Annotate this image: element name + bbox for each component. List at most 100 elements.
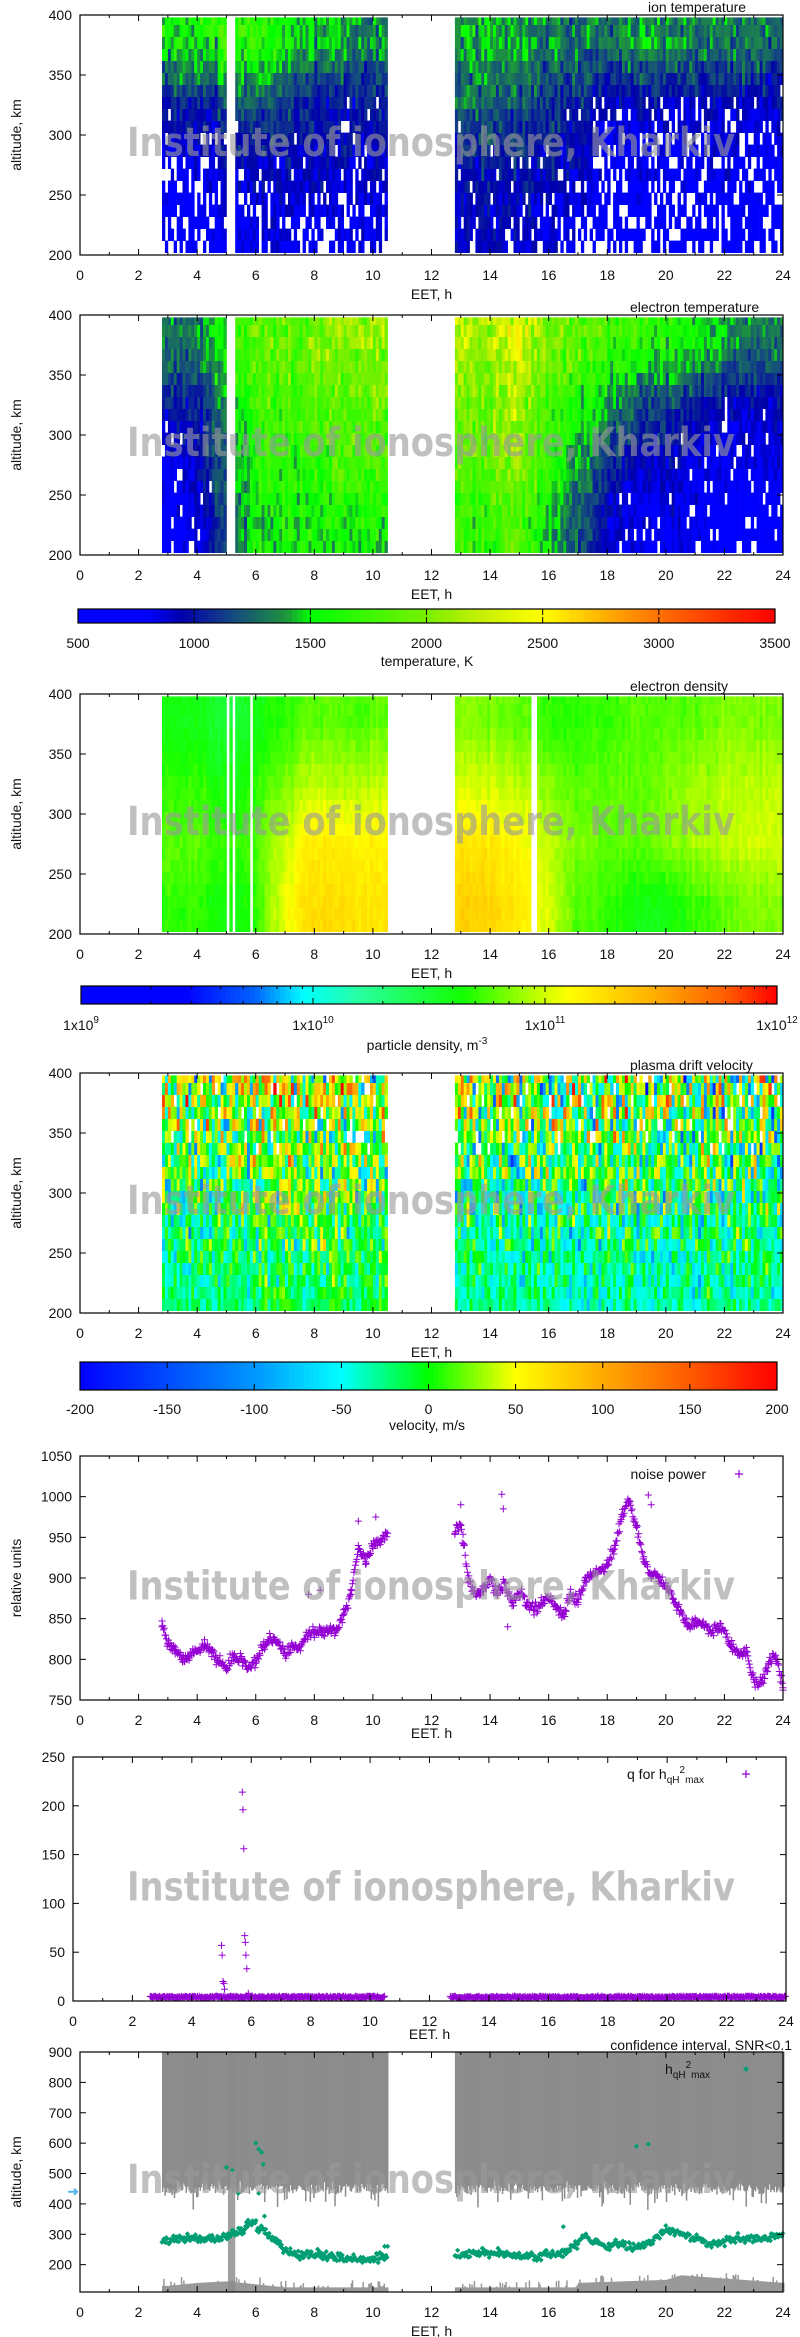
heatmap-cell: [596, 49, 599, 61]
heatmap-cell: [276, 493, 279, 505]
heatmap-cell: [566, 73, 569, 85]
heatmap-cell: [344, 85, 347, 97]
heatmap-cell: [288, 397, 291, 409]
heatmap-cell: [221, 529, 224, 541]
heatmap-cell: [259, 85, 262, 97]
heatmap-cell: [174, 97, 177, 109]
heatmap-cell: [326, 109, 329, 121]
heatmap-cell: [250, 49, 253, 61]
heatmap-cell: [763, 241, 766, 253]
heatmap-cell: [300, 361, 303, 373]
heatmap-cell: [268, 397, 271, 409]
heatmap-cell: [338, 49, 341, 61]
heatmap-cell: [300, 349, 303, 361]
heatmap-cell: [350, 373, 353, 385]
heatmap-cell: [566, 97, 569, 109]
heatmap-cell: [569, 61, 572, 73]
heatmap-cell: [300, 181, 303, 193]
heatmap-cell: [596, 85, 599, 97]
heatmap-cell: [238, 505, 241, 517]
heatmap-cell: [637, 85, 640, 97]
heatmap-cell: [320, 541, 323, 553]
heatmap-cell: [347, 325, 350, 337]
heatmap-cell: [470, 193, 473, 205]
heatmap-cell: [464, 541, 467, 553]
heatmap-cell: [215, 37, 218, 49]
heatmap-cell: [262, 73, 265, 85]
heatmap-cell: [209, 241, 212, 253]
heatmap-cell: [760, 205, 763, 217]
heatmap-cell: [648, 85, 651, 97]
heatmap-cell: [329, 385, 332, 397]
heatmap-cell: [537, 229, 540, 241]
heatmap-cell: [320, 97, 323, 109]
heatmap-cell: [645, 193, 648, 205]
heatmap-cell: [549, 109, 552, 121]
heatmap-cell: [332, 61, 335, 73]
heatmap-cell: [276, 25, 279, 37]
heatmap-cell: [247, 317, 250, 325]
heatmap-cell: [288, 85, 291, 97]
heatmap-cell: [522, 229, 525, 241]
heatmap-cell: [288, 37, 291, 49]
heatmap-cell: [593, 205, 596, 217]
heatmap-cell: [382, 385, 385, 397]
heatmap-cell: [666, 61, 669, 73]
heatmap-cell: [563, 25, 566, 37]
heatmap-cell: [710, 97, 713, 109]
heatmap-cell: [338, 109, 341, 121]
heatmap-cell: [478, 205, 481, 217]
heatmap-cell: [291, 337, 294, 349]
heatmap-cell: [666, 97, 669, 109]
heatmap-cell: [326, 469, 329, 481]
heatmap-cell: [490, 397, 493, 409]
heatmap-cell: [200, 409, 203, 421]
heatmap-cell: [344, 493, 347, 505]
heatmap-cell: [382, 373, 385, 385]
heatmap-cell: [379, 529, 382, 541]
heatmap-cell: [285, 169, 288, 181]
heatmap-cell: [206, 217, 209, 229]
heatmap-cell: [218, 49, 221, 61]
heatmap-cell: [367, 325, 370, 337]
heatmap-cell: [660, 205, 663, 217]
heatmap-cell: [303, 169, 306, 181]
heatmap-cell: [379, 217, 382, 229]
heatmap-cell: [470, 325, 473, 337]
heatmap-cell: [742, 97, 745, 109]
heatmap-cell: [692, 61, 695, 73]
heatmap-cell: [279, 505, 282, 517]
heatmap-cell: [695, 17, 698, 25]
heatmap-cell: [502, 49, 505, 61]
heatmap-cell: [183, 169, 186, 181]
heatmap-cell: [765, 133, 768, 145]
heatmap-cell: [716, 229, 719, 241]
heatmap-cell: [361, 169, 364, 181]
heatmap-cell: [569, 17, 572, 25]
heatmap-cell: [727, 205, 730, 217]
heatmap-cell: [177, 325, 180, 337]
heatmap-cell: [713, 49, 716, 61]
heatmap-cell: [165, 49, 168, 61]
heatmap-cell: [613, 85, 616, 97]
heatmap-cell: [385, 169, 388, 181]
heatmap-cell: [317, 61, 320, 73]
heatmap-cell: [323, 317, 326, 325]
heatmap-cell: [344, 349, 347, 361]
heatmap-cell: [599, 205, 602, 217]
heatmap-cell: [478, 337, 481, 349]
heatmap-cell: [209, 325, 212, 337]
heatmap-cell: [727, 181, 730, 193]
heatmap-cell: [768, 61, 771, 73]
heatmap-cell: [478, 469, 481, 481]
heatmap-cell: [478, 397, 481, 409]
heatmap-cell: [317, 229, 320, 241]
heatmap-cell: [631, 97, 634, 109]
heatmap-cell: [265, 317, 268, 325]
heatmap-cell: [496, 37, 499, 49]
heatmap-cell: [546, 61, 549, 73]
heatmap-cell: [203, 517, 206, 529]
heatmap-cell: [584, 73, 587, 85]
heatmap-cell: [771, 241, 774, 253]
heatmap-cell: [511, 17, 514, 25]
